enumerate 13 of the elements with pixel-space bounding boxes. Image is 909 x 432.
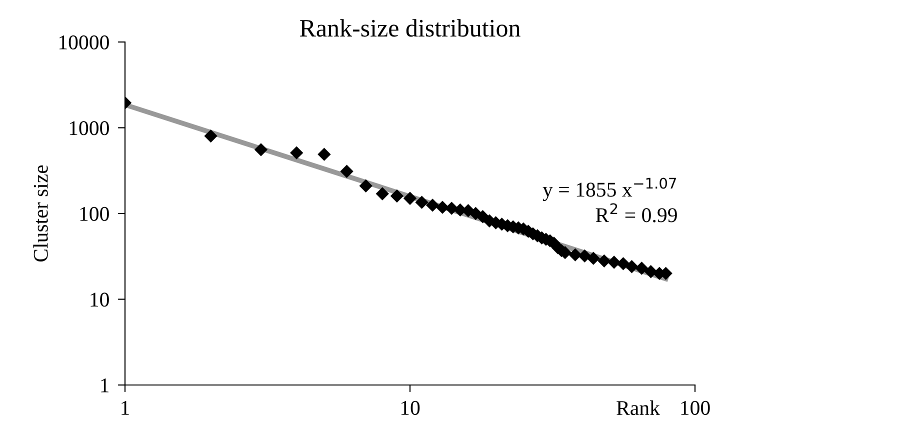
annotation: R$^{2}$ = 0.99 <box>596 203 677 222</box>
y-tick-label: 1000 <box>70 121 109 136</box>
annotation: y = 1855 x$^{−1.07}$ <box>542 178 676 202</box>
y-tick-label: 10000 <box>59 35 109 50</box>
y-tick-label: 100 <box>80 206 109 221</box>
x-tick-label: 10 <box>401 400 420 415</box>
y-tick-label: 1 <box>101 378 108 392</box>
x-tick-label: 100 <box>681 400 710 415</box>
x-axis-title: Rank <box>616 400 660 416</box>
y-tick-label: 10 <box>90 292 109 307</box>
x-tick-label: 1 <box>122 400 129 415</box>
chart-title: Rank-size distribution <box>300 19 520 37</box>
y-axis-title: Cluster size <box>33 165 48 262</box>
